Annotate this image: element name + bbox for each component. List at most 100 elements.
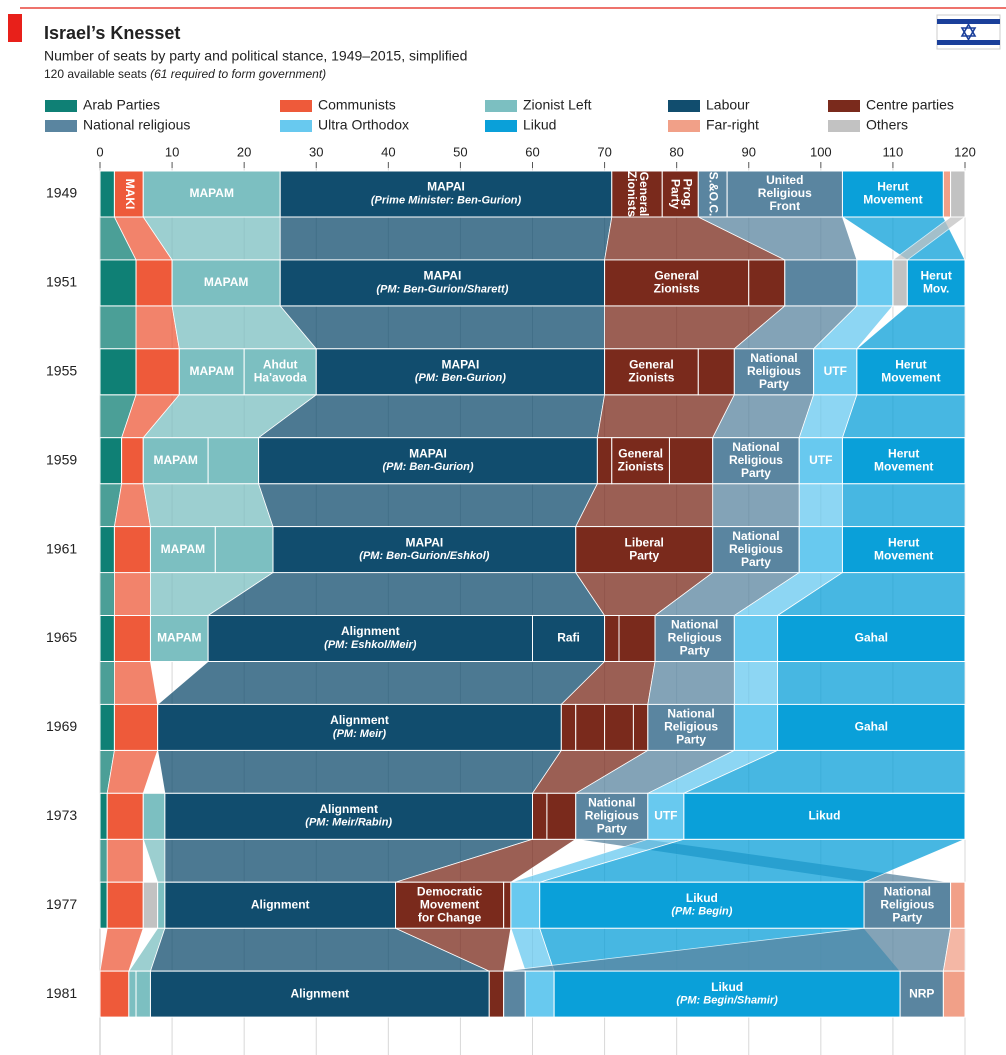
seat-segment xyxy=(503,970,526,1018)
segment-label: Front xyxy=(769,199,800,213)
flow xyxy=(99,572,115,616)
seat-segment xyxy=(135,348,180,396)
segment-label: Ha'avoda xyxy=(254,370,307,384)
flow xyxy=(777,661,966,705)
seat-segment xyxy=(733,348,815,396)
seat-segment xyxy=(128,970,137,1018)
segment-label: National xyxy=(588,795,635,809)
segment-label: MAPAM xyxy=(161,542,205,556)
seat-segment xyxy=(503,881,512,929)
seat-segment xyxy=(668,437,714,485)
seat-segment xyxy=(272,526,577,574)
seat-segment xyxy=(121,437,144,485)
segment-sublabel: (PM: Meir/Rabin) xyxy=(305,817,392,829)
seat-segment xyxy=(647,792,685,840)
segment-label: Religious xyxy=(585,808,639,822)
flow xyxy=(647,661,735,705)
year-label: 1965 xyxy=(46,629,77,645)
flow xyxy=(142,838,166,883)
segment-label: Zionists xyxy=(628,370,674,384)
flow xyxy=(157,750,563,794)
segment-label: Movement xyxy=(874,459,933,473)
segment-sublabel: (PM: Ben-Gurion) xyxy=(382,461,473,473)
year-label: 1955 xyxy=(46,363,77,379)
seat-segment xyxy=(207,437,260,485)
segment-label: Zionists xyxy=(654,282,700,296)
segment-label: NRP xyxy=(909,986,934,1000)
seat-segment xyxy=(856,259,894,307)
segment-label-line: Party xyxy=(668,179,682,209)
seat-segment xyxy=(510,881,541,929)
seat-segment xyxy=(575,703,606,751)
segment-label: National xyxy=(667,707,714,721)
segment-label: National xyxy=(884,884,931,898)
seat-segment xyxy=(99,792,108,840)
flow xyxy=(99,305,137,350)
x-tick-label: 0 xyxy=(96,144,103,159)
flow xyxy=(99,661,115,705)
seat-segment xyxy=(99,526,115,574)
flow xyxy=(99,838,108,883)
segment-label: MAPAI xyxy=(427,180,465,194)
seat-segment xyxy=(863,881,952,929)
segment-label: General xyxy=(629,357,674,371)
segment-label: MAPAI xyxy=(424,269,462,283)
seat-segment xyxy=(524,970,555,1018)
segment-label: Religious xyxy=(668,631,722,645)
segment-label: Movement xyxy=(881,370,940,384)
x-tick-label: 40 xyxy=(381,144,395,159)
seat-segment xyxy=(712,526,800,574)
segment-sublabel: (PM: Ben-Gurion/Eshkol) xyxy=(359,550,490,562)
flow xyxy=(798,483,843,527)
seat-segment xyxy=(142,170,281,218)
flow xyxy=(156,661,606,705)
segment-label: Party xyxy=(676,733,706,747)
segment-sublabel: (PM: Meir) xyxy=(333,728,387,740)
seat-segment xyxy=(712,437,800,485)
chart-note: 120 available seats (61 required to form… xyxy=(44,67,326,81)
flow xyxy=(712,483,800,527)
segment-label: General xyxy=(618,446,663,460)
flow xyxy=(206,572,606,616)
legend-label: Ultra Orthodox xyxy=(318,117,409,133)
seat-segment xyxy=(733,703,779,751)
seat-segment xyxy=(596,437,613,485)
seat-segment xyxy=(99,881,108,929)
segment-label: Herut xyxy=(895,357,926,371)
segment-label: Alignment xyxy=(251,897,310,911)
year-label: 1961 xyxy=(46,540,77,556)
seat-segment xyxy=(683,792,966,840)
flow xyxy=(841,394,966,439)
segment-label: Party xyxy=(629,548,659,562)
seat-segment xyxy=(113,615,151,662)
segment-label: Religious xyxy=(729,542,783,556)
segment-label: S.&O.C. xyxy=(707,172,721,217)
seat-segment xyxy=(611,437,670,485)
chart-subtitle: Number of seats by party and political s… xyxy=(44,48,467,64)
segment-label: Movement xyxy=(420,897,479,911)
segment-label: UTF xyxy=(824,364,847,378)
segment-sublabel: (PM: Begin/Shamir) xyxy=(676,995,778,1007)
seat-segment xyxy=(798,437,843,485)
flow xyxy=(142,483,274,527)
segment-label: Alignment xyxy=(291,986,350,1000)
x-tick-label: 90 xyxy=(742,144,756,159)
seat-segment xyxy=(178,348,245,396)
seat-segment xyxy=(553,970,901,1018)
seat-segment xyxy=(942,170,952,218)
seat-segment xyxy=(135,259,173,307)
seat-segment xyxy=(604,259,750,307)
seat-segment xyxy=(899,970,944,1018)
chart-title: Israel’s Knesset xyxy=(44,23,180,43)
segment-label: UTF xyxy=(809,453,832,467)
segment-label-line: MAKI xyxy=(123,179,137,210)
seat-segment xyxy=(142,792,166,840)
segment-label: MAPAM xyxy=(153,453,197,467)
seat-segment xyxy=(99,703,115,751)
seat-segment xyxy=(207,615,533,662)
legend-swatch xyxy=(828,100,860,112)
legend-label: Others xyxy=(866,117,908,133)
legend-swatch xyxy=(828,120,860,132)
segment-sublabel: (PM: Begin) xyxy=(671,906,732,918)
year-label: 1969 xyxy=(46,718,77,734)
